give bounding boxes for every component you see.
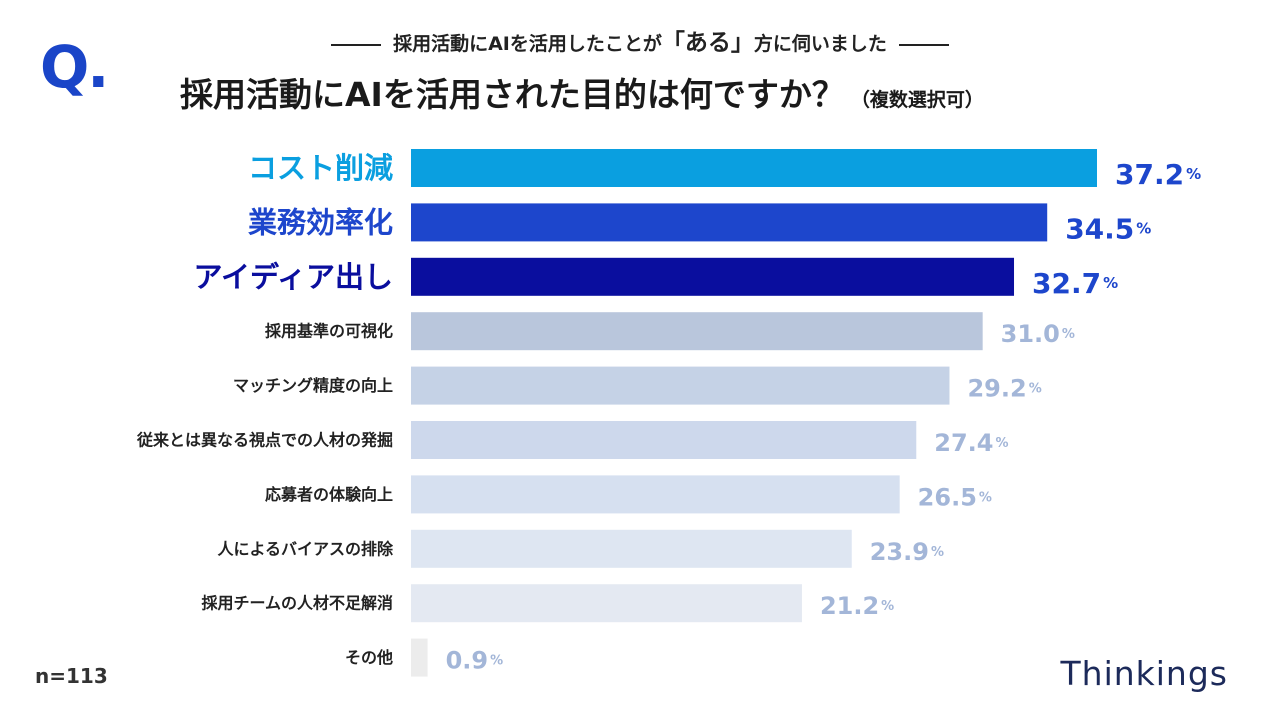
category-label-5: マッチング精度の向上 — [233, 376, 393, 395]
category-label-4: 採用基準の可視化 — [265, 322, 393, 341]
category-label-8: 人によるバイアスの排除 — [217, 539, 394, 558]
category-label-7: 応募者の体験向上 — [265, 485, 393, 504]
value-label-9: 21.2% — [820, 592, 894, 620]
value-label-2: 34.5% — [1065, 212, 1151, 245]
value-label-8: 23.9% — [870, 538, 944, 566]
bar-2 — [411, 203, 1048, 242]
category-label-1: コスト削減 — [248, 151, 393, 185]
bar-5 — [411, 366, 950, 405]
chart-title: 採用活動にAIを活用された目的は何ですか？ （複数選択可） — [180, 72, 1180, 123]
survey-subtitle: 採用活動にAIを活用したことが「ある」方に伺いました — [0, 28, 1280, 59]
subtitle-rule-left — [331, 43, 382, 46]
title-note: （複数選択可） — [850, 89, 984, 111]
bar-4 — [411, 312, 983, 351]
category-label-9: 採用チームの人材不足解消 — [201, 594, 393, 613]
bar-7 — [411, 475, 900, 514]
question-mark: Q. — [40, 33, 109, 101]
value-label-7: 26.5% — [918, 483, 992, 511]
subtitle-rule-right — [898, 43, 949, 46]
value-label-6: 27.4% — [934, 429, 1008, 457]
subtitle-emphasis: 「ある」 — [661, 30, 754, 56]
sample-size: n=113 — [35, 664, 108, 688]
bar-1 — [411, 149, 1097, 187]
subtitle-before: 採用活動にAIを活用したことが — [393, 33, 662, 55]
thinkings-logo: Thinkings — [1060, 654, 1228, 693]
category-label-10: その他 — [345, 648, 393, 667]
value-label-10: 0.9% — [446, 647, 504, 675]
value-label-1: 37.2% — [1115, 158, 1201, 191]
bar-6 — [411, 421, 917, 459]
bar-9 — [411, 584, 802, 623]
bar-3 — [411, 257, 1015, 296]
value-label-3: 32.7% — [1032, 266, 1118, 299]
category-label-6: 従来とは異なる視点での人材の発掘 — [136, 431, 393, 450]
category-label-2: 業務効率化 — [248, 205, 393, 239]
bar-10 — [411, 638, 428, 677]
value-label-5: 29.2% — [967, 375, 1041, 403]
bar-8 — [411, 529, 852, 568]
category-label-3: アイディア出し — [193, 260, 393, 294]
subtitle-after: 方に伺いました — [753, 33, 887, 55]
value-label-4: 31.0% — [1001, 320, 1075, 348]
title-main: 採用活動にAIを活用された目的は何ですか？ — [180, 75, 845, 114]
